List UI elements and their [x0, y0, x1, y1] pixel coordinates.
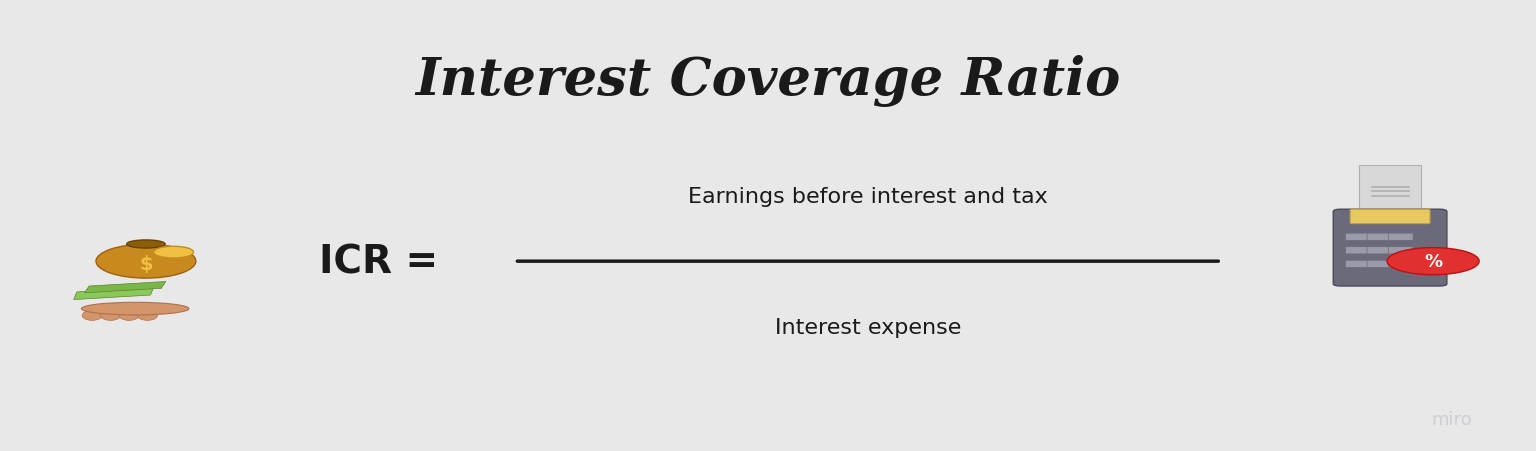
Text: %: %: [1424, 253, 1442, 271]
FancyBboxPatch shape: [1389, 261, 1413, 268]
FancyBboxPatch shape: [1346, 247, 1370, 254]
FancyBboxPatch shape: [1389, 234, 1413, 241]
Ellipse shape: [81, 303, 189, 315]
Text: Interest Coverage Ratio: Interest Coverage Ratio: [415, 55, 1121, 107]
Polygon shape: [84, 282, 166, 293]
FancyBboxPatch shape: [1359, 166, 1421, 213]
Ellipse shape: [100, 311, 120, 321]
FancyBboxPatch shape: [1346, 261, 1370, 268]
Text: ICR =: ICR =: [318, 243, 438, 281]
Polygon shape: [74, 288, 154, 300]
FancyBboxPatch shape: [1367, 247, 1392, 254]
Text: Earnings before interest and tax: Earnings before interest and tax: [688, 186, 1048, 206]
Ellipse shape: [120, 311, 138, 321]
FancyBboxPatch shape: [1367, 234, 1392, 241]
Circle shape: [1387, 248, 1479, 275]
Ellipse shape: [95, 244, 197, 278]
Circle shape: [154, 247, 194, 258]
Ellipse shape: [126, 240, 166, 249]
Ellipse shape: [83, 311, 101, 321]
FancyBboxPatch shape: [1367, 261, 1392, 268]
Text: Interest expense: Interest expense: [774, 317, 962, 337]
FancyBboxPatch shape: [1333, 210, 1447, 286]
FancyBboxPatch shape: [1389, 247, 1413, 254]
Text: miro: miro: [1432, 410, 1471, 428]
FancyBboxPatch shape: [1350, 210, 1430, 224]
Ellipse shape: [137, 311, 158, 321]
Text: $: $: [140, 254, 152, 273]
FancyBboxPatch shape: [1346, 234, 1370, 241]
